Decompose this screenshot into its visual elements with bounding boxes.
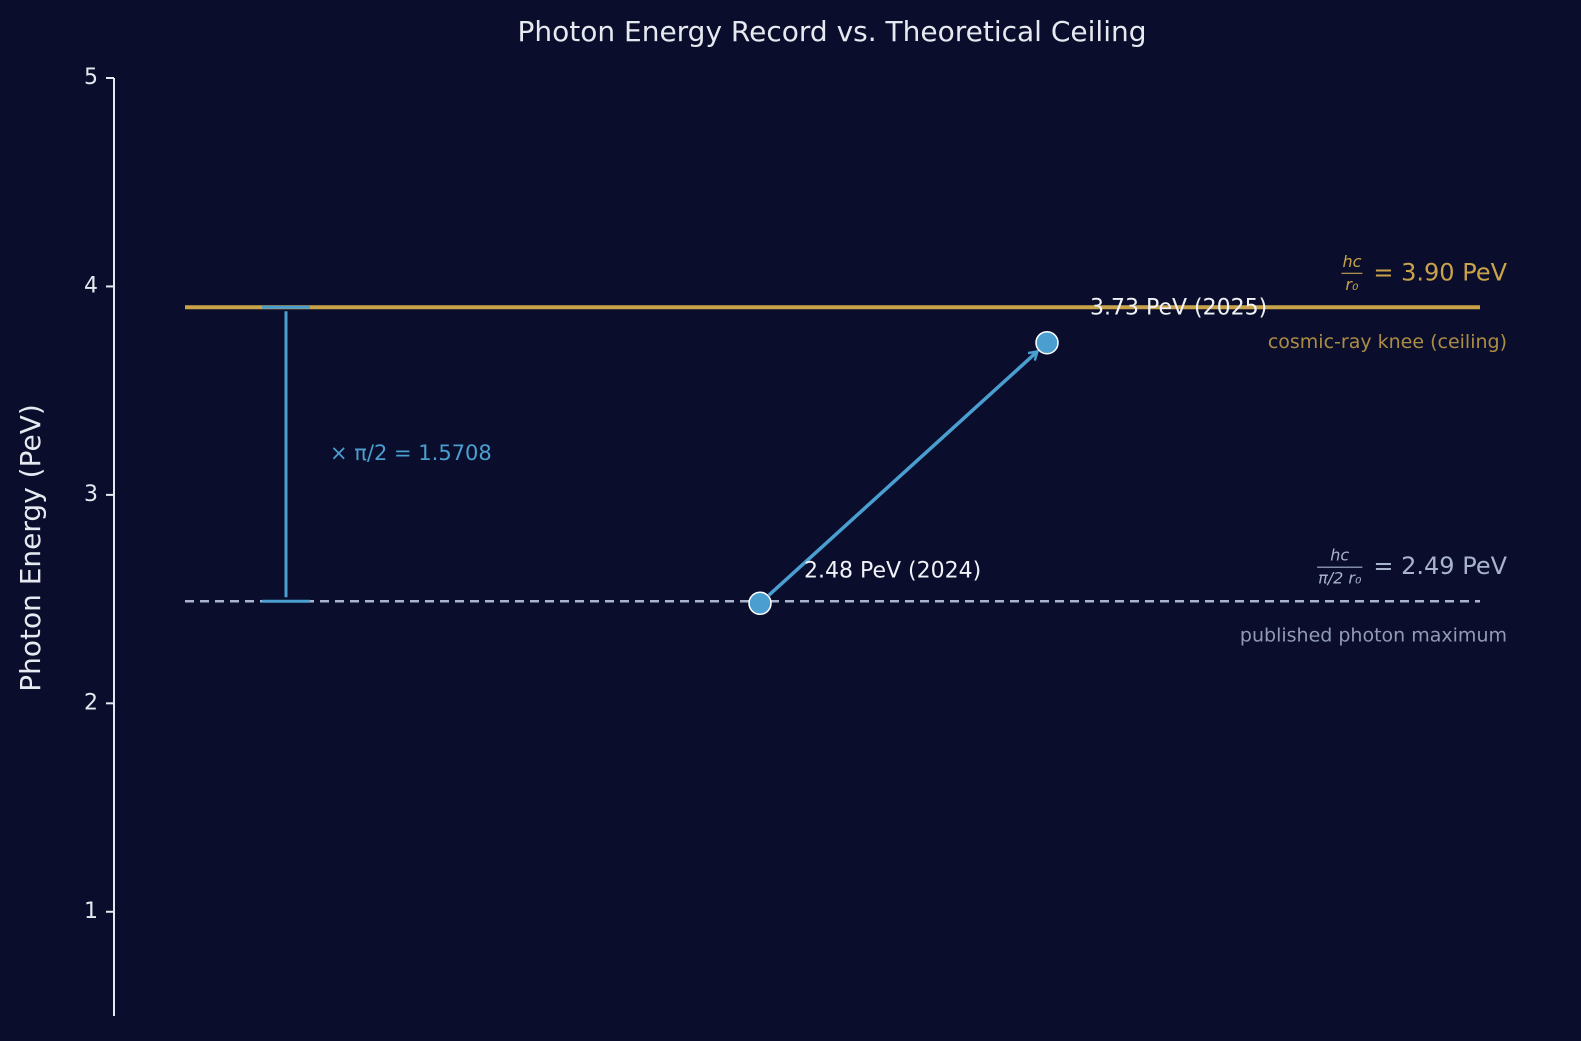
data-point — [748, 591, 772, 616]
y-tick-label: 4 — [84, 273, 98, 298]
y-tick-label: 3 — [84, 482, 98, 507]
chart-title: Photon Energy Record vs. Theoretical Cei… — [517, 15, 1146, 48]
ratio-annotation: × π/2 = 1.5708 — [330, 441, 492, 465]
reference-label: = 2.49 PeV — [1373, 552, 1507, 580]
reference-label: = 3.90 PeV — [1373, 258, 1507, 286]
data-point — [1035, 330, 1059, 355]
formula-numerator: hc — [1330, 546, 1349, 565]
data-label: 3.73 PeV (2025) — [1090, 296, 1267, 321]
y-axis-label: Photon Energy (PeV) — [14, 404, 47, 692]
formula-numerator: hc — [1342, 252, 1361, 271]
data-label: 2.48 PeV (2024) — [804, 558, 981, 583]
y-tick-label: 1 — [84, 899, 98, 924]
trend-arrow — [767, 351, 1037, 597]
formula-denominator: r₀ — [1345, 275, 1359, 294]
reference-note: cosmic-ray knee (ceiling) — [1268, 331, 1507, 353]
y-tick-label: 5 — [84, 65, 98, 90]
reference-note: published photon maximum — [1240, 625, 1507, 647]
y-tick-label: 2 — [84, 690, 98, 715]
formula-denominator: π/2 r₀ — [1318, 569, 1362, 588]
